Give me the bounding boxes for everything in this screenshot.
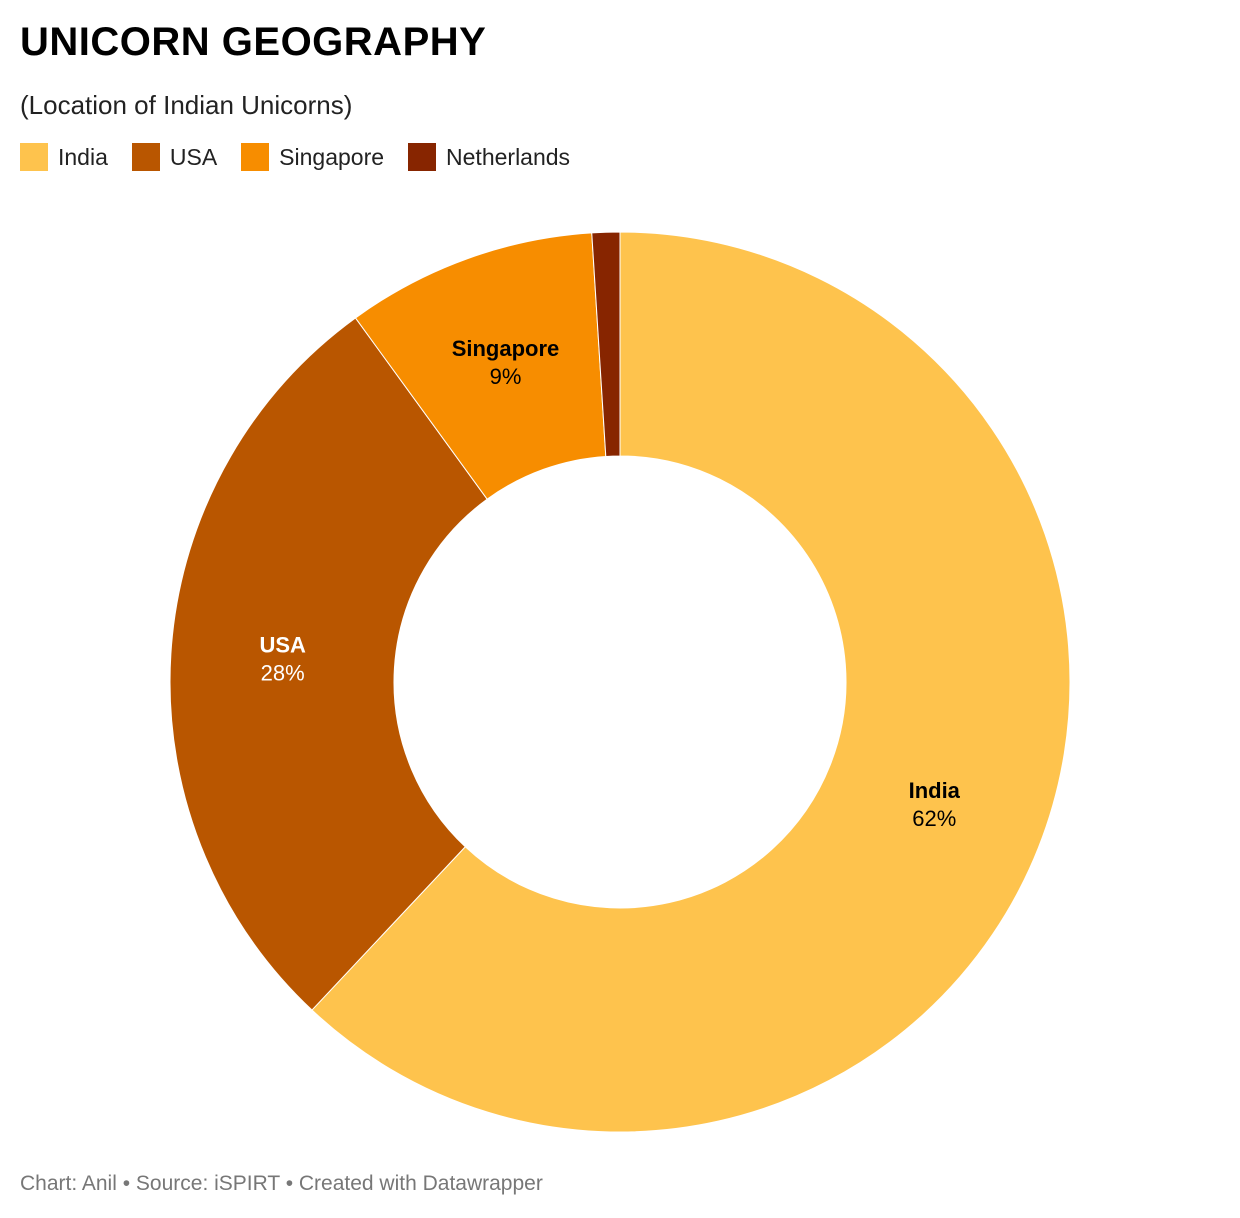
slice-value-label: 28% [261, 661, 305, 686]
legend: India USA Singapore Netherlands [20, 143, 570, 171]
legend-entry: Netherlands [408, 143, 570, 171]
chart-subtitle: (Location of Indian Unicorns) [20, 90, 353, 120]
legend-label: Singapore [279, 143, 385, 170]
legend-swatch [241, 143, 270, 171]
footer: Chart: Anil • Source: iSPIRT • Created w… [20, 1172, 543, 1195]
legend-entry: USA [131, 143, 218, 171]
slice-name: India [909, 778, 961, 803]
donut-slice [169, 317, 488, 1011]
chart-title: UNICORN GEOGRAPHY [20, 20, 487, 64]
legend-entry: Singapore [241, 143, 384, 171]
legend-label: Netherlands [446, 143, 571, 170]
slice-name: USA [259, 633, 306, 658]
legend-entry: India [20, 143, 108, 171]
legend-label: India [58, 143, 108, 170]
slice-value-label: 9% [490, 364, 522, 389]
legend-label: USA [169, 143, 218, 170]
legend-swatch [20, 143, 48, 171]
slice-name: Singapore [452, 336, 560, 361]
donut-slice [591, 231, 621, 457]
slice-value-label: 62% [912, 806, 956, 831]
legend-swatch [408, 143, 437, 171]
donut-slice [311, 231, 1071, 1133]
legend-swatch [131, 143, 160, 171]
